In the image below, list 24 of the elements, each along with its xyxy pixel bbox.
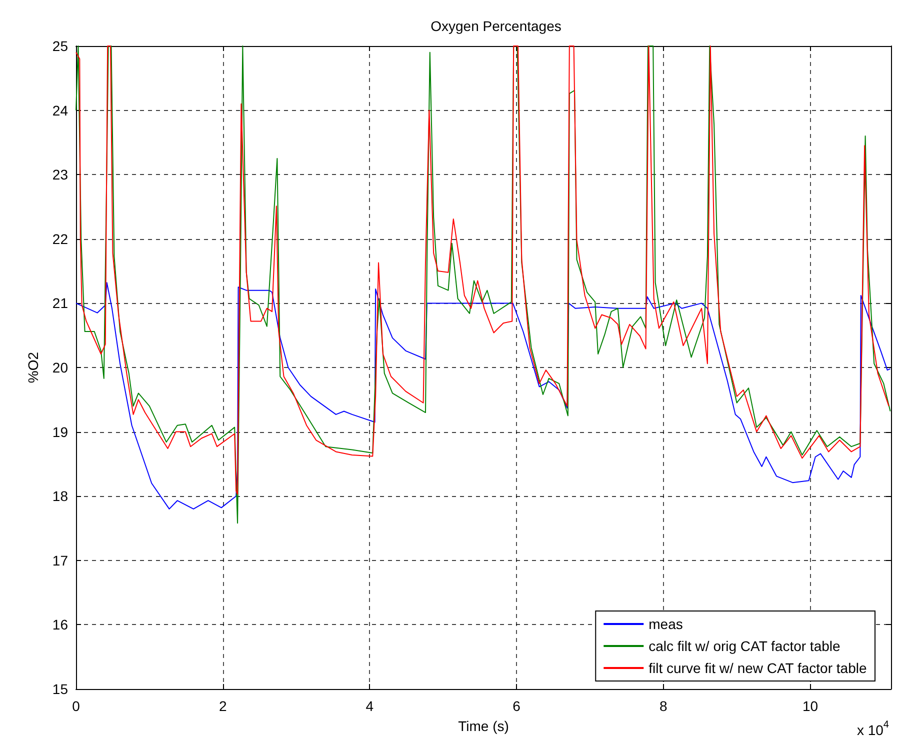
- x-tick-label: 8: [659, 698, 668, 714]
- x-tick-label: 2: [218, 698, 227, 714]
- y-tick-label: 25: [52, 38, 68, 54]
- line-series: [76, 282, 891, 510]
- y-tick-label: 21: [52, 295, 68, 312]
- chart-title: Oxygen Percentages: [430, 18, 562, 34]
- x-tick-label: 0: [72, 698, 80, 714]
- y-tick-label: 24: [52, 102, 68, 118]
- y-tick-label: 17: [52, 552, 68, 568]
- x-tick-label: 4: [366, 698, 374, 714]
- y-tick-label: 20: [52, 360, 68, 376]
- y-tick-label: 23: [52, 166, 68, 183]
- x-tick-label: 6: [512, 698, 521, 714]
- x-axis-title: Time (s): [458, 718, 509, 734]
- y-tick-label: 18: [52, 488, 68, 504]
- x-tick-label: 10: [802, 698, 818, 714]
- y-tick-label: 16: [52, 616, 68, 633]
- y-tick-label: 15: [52, 681, 68, 697]
- legend-label: meas: [648, 616, 683, 632]
- y-tick-label: 19: [52, 424, 68, 440]
- legend-label: filt curve fit w/ new CAT factor table: [648, 660, 867, 676]
- y-axis-title: %O2: [25, 352, 41, 384]
- legend-label: calc filt w/ orig CAT factor table: [648, 638, 841, 654]
- y-tick-label: 22: [52, 230, 68, 247]
